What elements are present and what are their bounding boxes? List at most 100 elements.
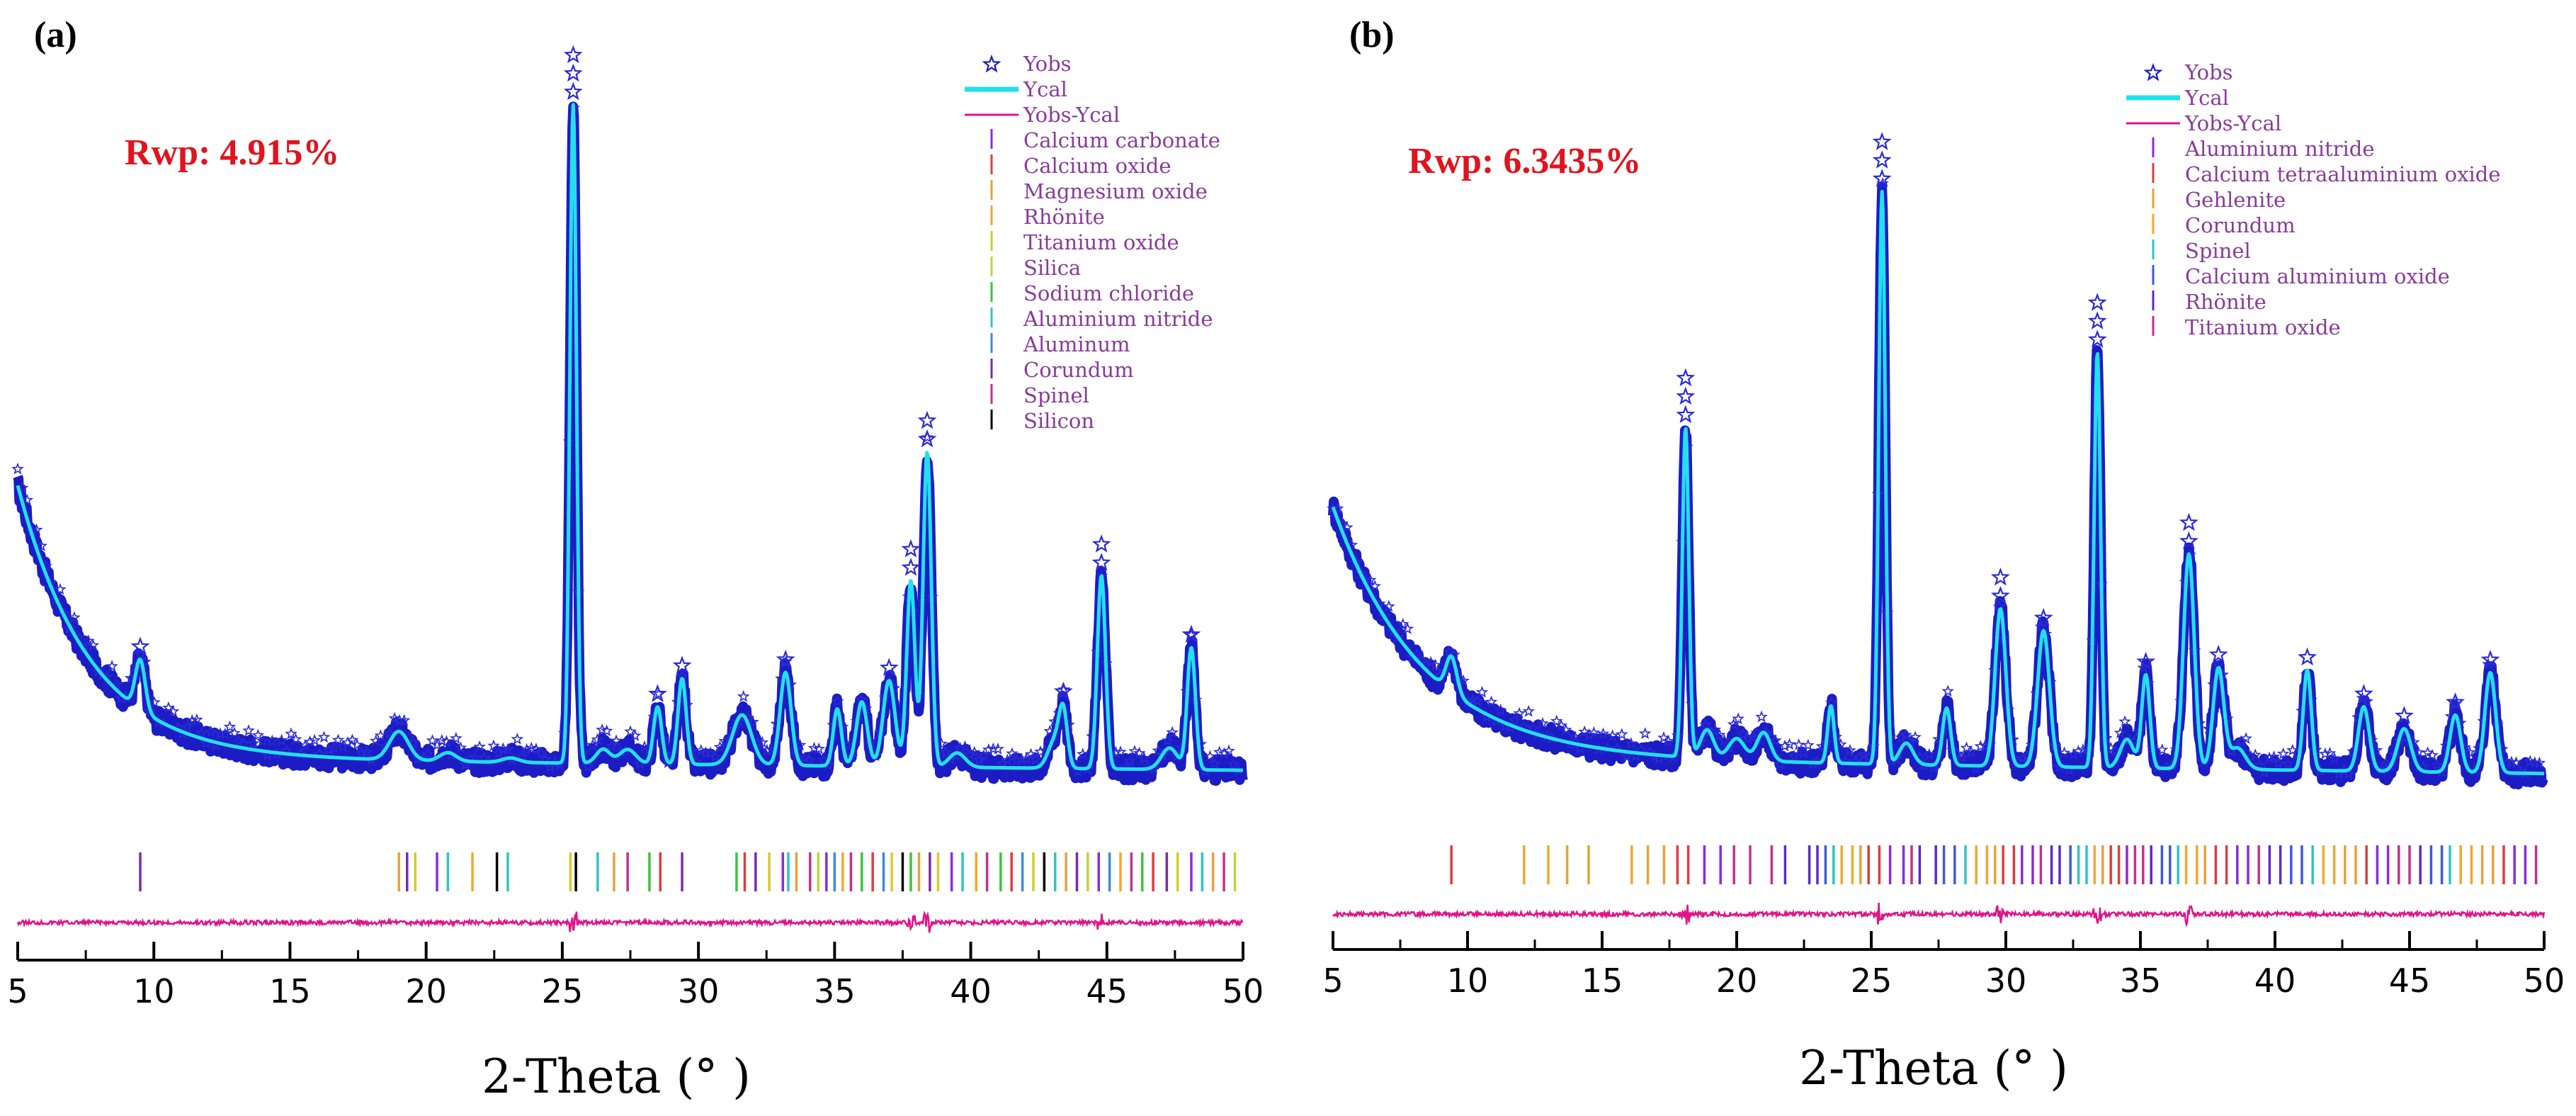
yobs-point [1137,751,1151,764]
yobs-point [54,582,67,595]
yobs-point [1732,712,1744,725]
yobs-peak-star [1676,405,1696,424]
yobs-point [1909,731,1922,743]
yobs-point [2323,746,2337,759]
legend-label: Yobs-Ycal [2184,111,2281,135]
yobs-peak-star [2394,706,2414,724]
yobs-point [21,493,34,506]
yobs-point [1857,748,1871,761]
yobs-point [695,743,708,756]
yobs-point [369,734,382,747]
yobs-point [1750,726,1764,738]
yobs-point [2058,746,2071,759]
yobs-point [1662,734,1675,747]
x-tick-label: 15 [1582,962,1623,1000]
yobs-point [761,743,773,756]
yobs-point [1606,729,1619,741]
yobs-point [520,743,533,755]
legend-item: Silica [990,256,1081,280]
yobs-point [1625,737,1638,750]
yobs-point [1895,731,1908,743]
yobs-peak-star [901,558,921,576]
yobs-point [68,611,81,624]
yobs-point [1401,622,1414,635]
yobs-point [591,733,604,745]
yobs-point [1406,650,1419,663]
legend-item: Ycal [965,77,1067,101]
yobs-point [256,734,269,747]
yobs-point [11,462,24,475]
yobs-point [266,734,279,747]
yobs-point [1844,743,1856,756]
yobs-point [1475,685,1489,698]
yobs-point [732,715,745,728]
x-tick-label: 35 [2120,962,2162,1000]
yobs-point [2430,758,2444,771]
yobs-point [242,724,255,736]
legend-label: Ycal [2184,86,2229,110]
yobs-point [1596,727,1610,740]
yobs-point [803,753,816,766]
yobs-peak-star [1181,624,1201,643]
yobs-point [1340,521,1354,534]
yobs-point [1076,748,1089,760]
yobs-point [1778,739,1791,752]
yobs-point [412,752,425,764]
yobs-point [2235,735,2248,748]
yobs-point [1587,726,1601,738]
legend-item: Yobs [982,52,1072,76]
yobs-point [2361,694,2373,707]
yobs-peak-star [563,45,583,64]
yobs-point [1161,734,1174,746]
x-tick-label: 5 [7,972,28,1010]
yobs-point [1797,746,1810,759]
yobs-point [2155,743,2169,755]
legend-label: Calcium oxide [1023,154,1171,178]
yobs-series [13,101,1248,786]
yobs-point [1363,573,1377,586]
x-tick-label: 20 [405,972,447,1010]
yobs-point [1638,727,1652,739]
yobs-peak-star [130,636,150,655]
x-tick-label: 25 [542,972,584,1010]
yobs-point [355,746,368,758]
yobs-peak-star [1091,553,1111,571]
yobs-point [351,738,363,750]
yobs-point [1123,754,1137,767]
yobs-peak-star [917,429,937,448]
yobs-point [223,720,237,733]
yobs-point [1185,628,1198,641]
yobs-point [963,748,976,760]
yobs-peak-star [2033,608,2053,626]
yobs-point [2244,750,2257,762]
yobs-peak-star [563,63,583,82]
legend-label: Yobs-Ycal [1023,103,1120,127]
yobs-point [1620,749,1633,762]
yobs-point [181,720,194,733]
yobs-point [327,741,340,754]
legend-star-symbol [2143,62,2163,81]
yobs-peak-star [2446,692,2466,711]
legend-label: Corundum [1023,358,1134,382]
yobs-point [1522,704,1536,717]
yobs-point [82,634,95,647]
yobs-point [1396,617,1409,630]
legend-label: Aluminium nitride [1023,307,1213,331]
yobs-point [1203,750,1217,762]
yobs-peak-star [1091,534,1111,553]
legend-label: Silica [1023,256,1081,280]
yobs-peak-star [2480,650,2500,668]
yobs-point [600,724,613,737]
yobs-peak-star [563,81,583,101]
x-tick-label: 45 [1086,972,1128,1010]
yobs-point [1471,694,1484,707]
legend-item: Titanium oxide [990,230,1179,254]
legend-label: Gehlenite [2185,188,2286,212]
panel-a-x-axis: 5 10 15 20 25 30 35 40 45 50 [7,942,1264,1010]
yobs-point [2319,747,2332,760]
yobs-point [1387,625,1400,638]
yobs-point [1569,730,1582,743]
yobs-point [317,731,331,743]
yobs-point [1029,753,1043,765]
x-tick-label: 15 [269,972,311,1010]
